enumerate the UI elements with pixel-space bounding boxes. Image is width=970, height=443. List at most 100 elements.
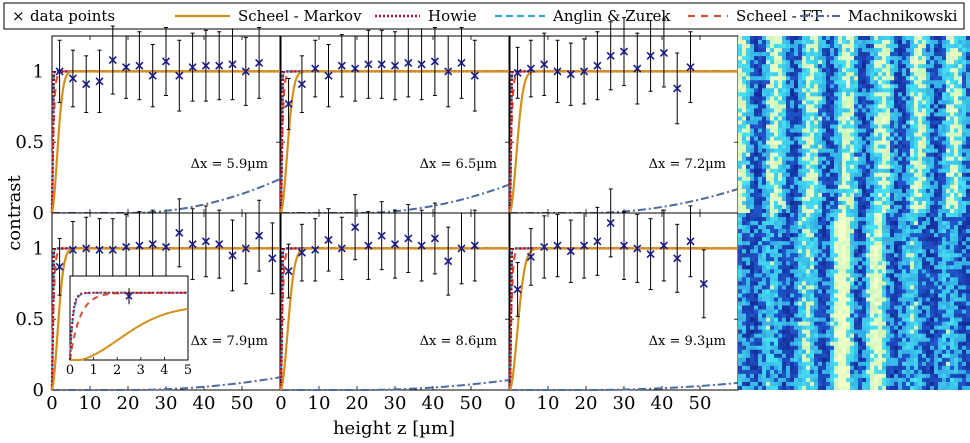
x-marker-icon <box>606 218 615 227</box>
image-pixel <box>770 365 775 371</box>
image-pixel <box>778 385 783 390</box>
image-pixel <box>830 313 835 319</box>
image-pixel <box>750 200 755 206</box>
image-pixel <box>818 156 823 162</box>
image-pixel <box>758 204 763 210</box>
image-pixel <box>842 289 847 294</box>
image-pixel <box>850 132 855 138</box>
image-pixel <box>906 208 911 214</box>
image-pixel <box>866 172 871 178</box>
image-pixel <box>750 192 755 198</box>
image-pixel <box>794 353 799 359</box>
image-pixel <box>862 72 867 77</box>
image-pixel <box>858 325 863 331</box>
image-pixel <box>786 36 791 41</box>
image-pixel <box>810 148 815 154</box>
image-pixel <box>894 192 899 198</box>
image-pixel <box>906 164 911 170</box>
image-pixel <box>774 136 779 142</box>
image-pixel <box>794 361 799 367</box>
image-pixel <box>858 36 863 41</box>
image-pixel <box>742 313 747 319</box>
image-pixel <box>938 68 943 73</box>
image-pixel <box>894 353 899 359</box>
image-pixel <box>790 253 795 258</box>
image-pixel <box>746 176 751 182</box>
image-pixel <box>850 317 855 323</box>
image-pixel <box>802 273 807 278</box>
image-pixel <box>890 80 895 85</box>
image-pixel <box>870 345 875 351</box>
image-pixel <box>894 241 899 246</box>
image-pixel <box>762 261 767 266</box>
image-pixel <box>810 72 815 77</box>
image-pixel <box>890 152 895 158</box>
image-pixel <box>798 144 803 150</box>
image-pixel <box>882 221 887 226</box>
image-pixel <box>838 237 843 242</box>
image-pixel <box>866 385 871 390</box>
image-pixel <box>754 40 759 45</box>
image-pixel <box>862 136 867 142</box>
image-pixel <box>750 108 755 113</box>
image-pixel <box>954 144 959 150</box>
image-pixel <box>854 140 859 146</box>
data-point <box>580 38 589 105</box>
image-pixel <box>834 72 839 77</box>
image-pixel <box>746 373 751 379</box>
image-pixel <box>926 40 931 45</box>
image-pixel <box>742 48 747 53</box>
image-pixel <box>854 237 859 242</box>
image-pixel <box>770 68 775 73</box>
image-pixel <box>874 253 879 258</box>
image-pixel <box>778 180 783 186</box>
image-pixel <box>738 36 743 41</box>
image-pixel <box>798 281 803 286</box>
image-pixel <box>938 48 943 53</box>
image-pixel <box>810 241 815 246</box>
image-pixel <box>922 92 927 97</box>
image-pixel <box>806 341 811 347</box>
image-pixel <box>774 48 779 53</box>
image-pixel <box>962 156 967 162</box>
image-pixel <box>798 164 803 170</box>
image-pixel <box>766 156 771 162</box>
image-pixel <box>878 349 883 355</box>
image-pixel <box>822 281 827 286</box>
image-pixel <box>906 168 911 174</box>
image-pixel <box>878 365 883 371</box>
image-pixel <box>774 349 779 355</box>
image-pixel <box>778 144 783 150</box>
image-pixel <box>938 172 943 178</box>
image-pixel <box>802 128 807 134</box>
image-pixel <box>810 249 815 254</box>
image-pixel <box>738 285 743 290</box>
image-pixel <box>882 293 887 298</box>
image-pixel <box>854 365 859 371</box>
image-pixel <box>786 88 791 93</box>
image-pixel <box>862 341 867 347</box>
image-pixel <box>850 40 855 45</box>
image-pixel <box>926 120 931 125</box>
image-pixel <box>830 217 835 222</box>
image-pixel <box>838 333 843 339</box>
image-pixel <box>798 305 803 311</box>
image-pixel <box>846 204 851 210</box>
image-pixel <box>806 249 811 254</box>
image-pixel <box>890 180 895 186</box>
image-pixel <box>750 104 755 109</box>
image-pixel <box>870 269 875 274</box>
image-pixel <box>778 289 783 294</box>
image-pixel <box>926 168 931 174</box>
image-pixel <box>850 208 855 214</box>
image-pixel <box>798 56 803 61</box>
image-pixel <box>794 309 799 315</box>
image-pixel <box>850 285 855 290</box>
image-pixel <box>834 124 839 130</box>
image-pixel <box>854 369 859 375</box>
x-marker-icon <box>580 241 589 250</box>
image-pixel <box>746 325 751 331</box>
image-pixel <box>922 172 927 178</box>
image-pixel <box>762 257 767 262</box>
image-pixel <box>938 76 943 81</box>
